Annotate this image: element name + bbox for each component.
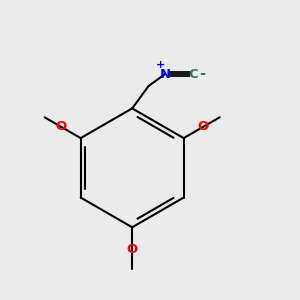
- Text: O: O: [127, 243, 138, 256]
- Text: N: N: [159, 68, 170, 81]
- Text: O: O: [56, 121, 67, 134]
- Text: C: C: [188, 68, 198, 81]
- Text: O: O: [197, 121, 208, 134]
- Text: -: -: [199, 66, 205, 81]
- Text: +: +: [156, 60, 165, 70]
